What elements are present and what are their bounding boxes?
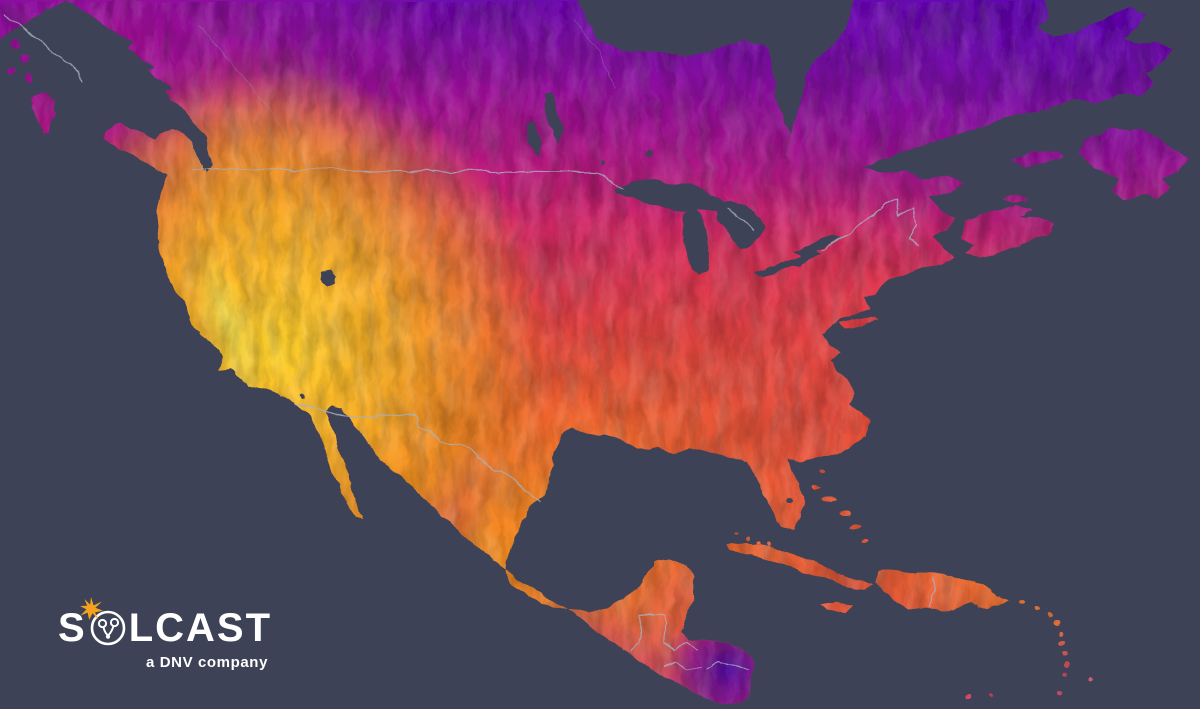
lake-okeechobee	[783, 495, 791, 503]
alaska-bc-border	[3, 11, 80, 85]
bc-alberta-border	[195, 21, 311, 169]
us-canada-border-lakes	[725, 207, 753, 229]
san-francisco-bay	[189, 322, 196, 336]
lake-nipigon	[645, 149, 651, 155]
lake-huron	[714, 200, 764, 248]
wordmark-rest: LCAST	[128, 606, 273, 650]
lake-michigan	[680, 208, 708, 274]
lake-ontario	[790, 234, 840, 254]
lake-erie	[752, 248, 818, 276]
solcast-logo: S LCAST a DNV company	[58, 597, 273, 671]
us-mexico-border	[291, 400, 541, 501]
lake-superior	[615, 177, 729, 212]
puget-sound	[194, 138, 206, 170]
solcast-dial-icon	[79, 597, 128, 648]
national-borders	[3, 11, 935, 669]
sun-icon	[79, 597, 103, 620]
dial-circle-icon	[90, 610, 125, 646]
us-canada-border	[189, 166, 625, 188]
haiti-dr-border	[927, 573, 935, 605]
lake-manitoba	[527, 120, 540, 156]
lake-of-the-woods	[597, 157, 603, 163]
great-salt-lake	[319, 268, 336, 284]
guatemala-borders	[629, 613, 747, 669]
lake-winnipeg	[542, 90, 562, 142]
lakes	[189, 90, 840, 503]
provincial-borders	[195, 17, 613, 169]
salton-sea	[297, 390, 303, 396]
logo-tagline: a DNV company	[146, 654, 269, 671]
ontario-manitoba-border	[571, 17, 613, 87]
us-canada-border-east	[817, 195, 917, 249]
solcast-wordmark: S LCAST	[58, 597, 273, 650]
wordmark-start: S	[58, 606, 87, 650]
